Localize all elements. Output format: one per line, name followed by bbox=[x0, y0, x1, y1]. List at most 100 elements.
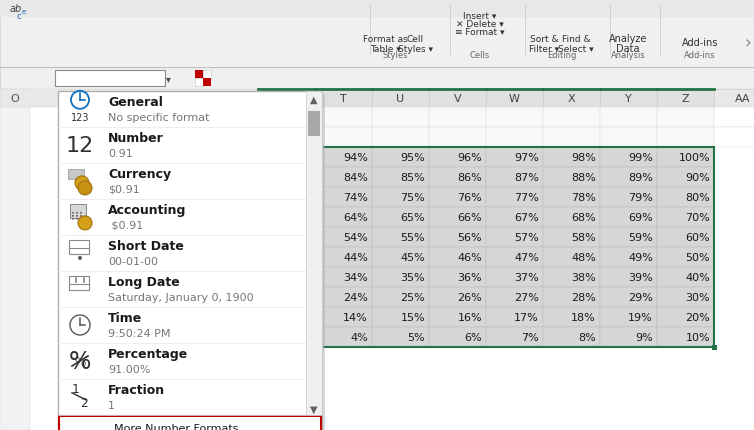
Bar bbox=[657, 168, 714, 187]
Text: 59%: 59% bbox=[628, 233, 653, 243]
Text: 93%: 93% bbox=[287, 153, 311, 163]
Bar bbox=[429, 307, 486, 327]
Bar bbox=[543, 287, 600, 307]
Bar bbox=[543, 227, 600, 247]
Bar bbox=[372, 307, 429, 327]
Text: Long Date: Long Date bbox=[108, 276, 179, 289]
Text: 16%: 16% bbox=[458, 312, 482, 322]
Bar bbox=[429, 247, 486, 267]
Text: 40%: 40% bbox=[685, 272, 710, 283]
Text: 35%: 35% bbox=[400, 272, 425, 283]
Bar bbox=[600, 307, 657, 327]
Text: 23%: 23% bbox=[287, 292, 311, 302]
Bar bbox=[372, 187, 429, 208]
Bar bbox=[712, 345, 716, 350]
Bar bbox=[195, 71, 203, 79]
Text: Insert ▾: Insert ▾ bbox=[463, 12, 497, 21]
Bar bbox=[258, 168, 315, 187]
Bar bbox=[258, 227, 315, 247]
Text: ▼: ▼ bbox=[310, 404, 317, 414]
Text: Number: Number bbox=[108, 132, 164, 145]
Text: 3%: 3% bbox=[293, 332, 311, 342]
Bar bbox=[543, 208, 600, 227]
Text: 78%: 78% bbox=[571, 193, 596, 203]
Text: 68%: 68% bbox=[572, 212, 596, 222]
Bar bbox=[258, 147, 315, 168]
Bar bbox=[543, 187, 600, 208]
Bar bbox=[657, 227, 714, 247]
Bar bbox=[372, 227, 429, 247]
Text: 66%: 66% bbox=[458, 212, 482, 222]
Text: 86%: 86% bbox=[457, 172, 482, 183]
Text: Format as: Format as bbox=[363, 34, 407, 43]
Bar bbox=[258, 108, 315, 128]
Bar bbox=[61, 95, 325, 430]
Bar bbox=[315, 327, 372, 347]
Text: 53%: 53% bbox=[287, 233, 311, 243]
Text: Currency: Currency bbox=[108, 168, 171, 181]
Text: Short Date: Short Date bbox=[108, 240, 184, 253]
Text: 10%: 10% bbox=[685, 332, 710, 342]
Bar bbox=[657, 267, 714, 287]
Text: 34%: 34% bbox=[343, 272, 368, 283]
Text: 38%: 38% bbox=[572, 272, 596, 283]
Bar bbox=[69, 240, 89, 254]
Text: X: X bbox=[568, 94, 575, 104]
Text: 65%: 65% bbox=[400, 212, 425, 222]
Text: 00-01-00: 00-01-00 bbox=[108, 256, 158, 266]
Text: 70%: 70% bbox=[685, 212, 710, 222]
Text: Data: Data bbox=[616, 44, 639, 54]
Circle shape bbox=[80, 215, 82, 217]
Text: Find &: Find & bbox=[562, 34, 590, 43]
Bar bbox=[55, 71, 165, 87]
Text: ▲: ▲ bbox=[310, 95, 317, 105]
Text: 55%: 55% bbox=[400, 233, 425, 243]
Bar bbox=[258, 247, 315, 267]
Bar bbox=[600, 267, 657, 287]
Bar bbox=[315, 90, 372, 108]
Bar bbox=[600, 187, 657, 208]
Bar bbox=[429, 147, 486, 168]
Text: $0.91: $0.91 bbox=[108, 184, 139, 194]
Bar bbox=[486, 267, 543, 287]
Bar bbox=[372, 267, 429, 287]
Text: ✕ Delete ▾: ✕ Delete ▾ bbox=[456, 19, 504, 28]
Text: 83%: 83% bbox=[287, 172, 311, 183]
Bar bbox=[486, 90, 543, 108]
Text: o: o bbox=[81, 359, 85, 368]
Text: 94%: 94% bbox=[343, 153, 368, 163]
Text: 20%: 20% bbox=[685, 312, 710, 322]
Bar bbox=[308, 112, 320, 137]
Text: 60%: 60% bbox=[685, 233, 710, 243]
Bar bbox=[600, 90, 657, 108]
Text: 1: 1 bbox=[72, 382, 80, 395]
Text: Cells: Cells bbox=[470, 51, 490, 60]
Text: 75%: 75% bbox=[400, 193, 425, 203]
Text: 50%: 50% bbox=[685, 252, 710, 262]
Bar bbox=[372, 147, 429, 168]
Bar bbox=[610, 6, 611, 56]
Bar bbox=[429, 227, 486, 247]
Circle shape bbox=[76, 212, 78, 214]
Text: 6%: 6% bbox=[464, 332, 482, 342]
Text: 90%: 90% bbox=[685, 172, 710, 183]
Bar bbox=[543, 307, 600, 327]
Text: 47%: 47% bbox=[514, 252, 539, 262]
Text: 29%: 29% bbox=[628, 292, 653, 302]
Text: More Number Formats...: More Number Formats... bbox=[115, 423, 250, 430]
Text: 44%: 44% bbox=[343, 252, 368, 262]
Bar bbox=[543, 168, 600, 187]
Text: Z: Z bbox=[682, 94, 689, 104]
Bar bbox=[486, 187, 543, 208]
Text: 56%: 56% bbox=[458, 233, 482, 243]
Text: 33%: 33% bbox=[287, 272, 311, 283]
Text: 91.00%: 91.00% bbox=[108, 364, 150, 374]
Circle shape bbox=[72, 212, 74, 214]
Bar bbox=[69, 276, 89, 290]
Text: Add-ins: Add-ins bbox=[682, 38, 719, 48]
Text: 79%: 79% bbox=[628, 193, 653, 203]
Text: S: S bbox=[283, 94, 290, 104]
Circle shape bbox=[76, 218, 78, 220]
Bar bbox=[525, 6, 526, 56]
Text: 18%: 18% bbox=[572, 312, 596, 322]
